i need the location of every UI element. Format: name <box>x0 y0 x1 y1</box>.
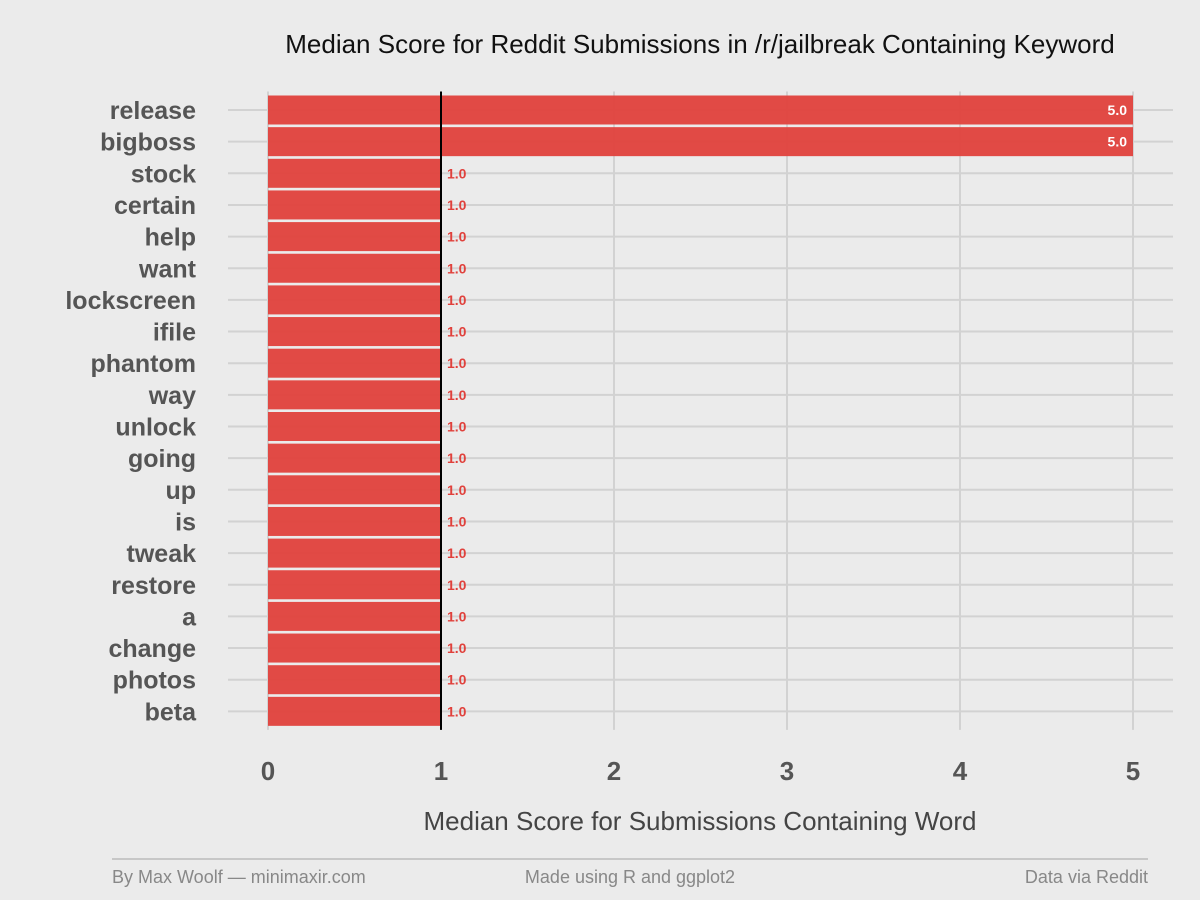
bar-bigboss <box>268 127 1133 157</box>
x-tick-label: 3 <box>780 756 794 786</box>
footer-credit: By Max Woolf — minimaxir.com <box>112 867 366 887</box>
category-label: tweak <box>127 540 197 568</box>
data-label-unlock: 1.0 <box>447 419 467 435</box>
bar-way <box>268 380 441 410</box>
bar-lockscreen <box>268 285 441 315</box>
category-label: lockscreen <box>65 287 196 315</box>
category-label: certain <box>114 192 196 220</box>
category-label: way <box>148 382 196 410</box>
bar-unlock <box>268 412 441 441</box>
data-label-stock: 1.0 <box>447 165 467 181</box>
bar-going <box>268 443 441 473</box>
category-label: release <box>110 97 196 125</box>
category-label: change <box>108 635 196 663</box>
category-label: photos <box>113 667 196 695</box>
category-label: beta <box>145 698 198 726</box>
data-labels: 5.0 5.0 1.0 1.0 1.0 1.0 1.0 1.0 1.0 1.0 1.0 1.0 1.0 1… <box>447 102 1127 719</box>
bar-certain <box>268 190 441 220</box>
chart-title: Median Score for Reddit Submissions in /… <box>285 29 1115 59</box>
category-label: restore <box>111 572 196 600</box>
bar-help <box>268 222 441 252</box>
footer-tool: Made using R and ggplot2 <box>525 867 735 887</box>
data-label-restore: 1.0 <box>447 577 467 593</box>
data-label-is: 1.0 <box>447 513 467 529</box>
x-axis-title: Median Score for Submissions Containing … <box>423 806 976 836</box>
bar-up <box>268 475 441 505</box>
data-label-photos: 1.0 <box>447 672 467 688</box>
bar-beta <box>268 696 441 726</box>
category-label: a <box>182 603 197 631</box>
data-label-beta: 1.0 <box>447 703 467 719</box>
bar-a <box>268 601 441 631</box>
footer-source: Data via Reddit <box>1025 867 1148 887</box>
category-label: phantom <box>90 350 196 378</box>
x-tick-label: 5 <box>1126 756 1140 786</box>
bar-tweak <box>268 538 441 568</box>
bar-ifile <box>268 317 441 347</box>
x-tick-label: 1 <box>434 756 448 786</box>
data-label-ifile: 1.0 <box>447 324 467 340</box>
bars <box>268 95 1133 726</box>
data-label-release: 5.0 <box>1108 102 1128 118</box>
data-label-way: 1.0 <box>447 387 467 403</box>
category-label: going <box>128 445 196 473</box>
bar-want <box>268 253 441 283</box>
bar-photos <box>268 665 441 695</box>
data-label-tweak: 1.0 <box>447 545 467 561</box>
data-label-phantom: 1.0 <box>447 355 467 371</box>
bar-release <box>268 95 1133 125</box>
bar-restore <box>268 570 441 600</box>
category-labels: release bigboss stock certain help want locksc… <box>65 97 197 726</box>
data-label-help: 1.0 <box>447 229 467 245</box>
data-label-going: 1.0 <box>447 450 467 466</box>
x-tick-label: 0 <box>261 756 275 786</box>
bar-stock <box>268 158 441 188</box>
data-label-want: 1.0 <box>447 260 467 276</box>
data-label-certain: 1.0 <box>447 197 467 213</box>
category-label: unlock <box>115 414 196 442</box>
data-label-change: 1.0 <box>447 640 467 656</box>
category-label: up <box>165 477 196 505</box>
category-label: stock <box>131 160 196 188</box>
data-label-a: 1.0 <box>447 608 467 624</box>
data-label-lockscreen: 1.0 <box>447 292 467 308</box>
category-label: ifile <box>153 319 196 347</box>
category-label: bigboss <box>100 129 196 157</box>
x-tick-label: 4 <box>953 756 968 786</box>
x-tick-labels: 0 1 2 3 4 5 <box>261 756 1140 786</box>
bar-phantom <box>268 348 441 378</box>
bar-change <box>268 633 441 663</box>
category-label: want <box>138 255 197 283</box>
category-label: help <box>145 224 196 252</box>
bar-is <box>268 506 441 536</box>
data-label-up: 1.0 <box>447 482 467 498</box>
x-tick-label: 2 <box>607 756 621 786</box>
category-label: is <box>175 508 196 536</box>
data-label-bigboss: 5.0 <box>1108 134 1128 150</box>
